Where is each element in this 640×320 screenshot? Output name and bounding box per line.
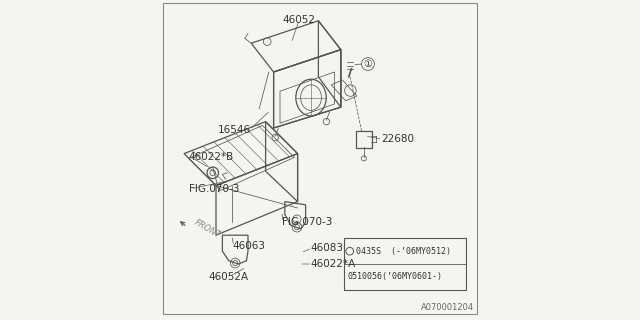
Text: 46022*A: 46022*A [310, 259, 356, 269]
Text: 0510056(’06MY0601-): 0510056(’06MY0601-) [347, 272, 442, 281]
Text: FIG.070-3: FIG.070-3 [189, 184, 239, 194]
Text: FIG.070-3: FIG.070-3 [282, 217, 332, 228]
Text: 16546: 16546 [218, 124, 251, 135]
Text: FRONT: FRONT [192, 218, 221, 240]
Text: 22680: 22680 [381, 134, 414, 144]
Text: 46022*B: 46022*B [189, 152, 234, 162]
Text: 46052A: 46052A [209, 272, 249, 282]
Text: 46083: 46083 [310, 243, 344, 253]
Text: A070001204: A070001204 [420, 303, 474, 312]
Text: 0435S  (-’06MY0512): 0435S (-’06MY0512) [356, 247, 451, 256]
Text: 46063: 46063 [232, 241, 265, 252]
Text: 46052: 46052 [283, 15, 316, 25]
Text: ①: ① [364, 59, 372, 69]
